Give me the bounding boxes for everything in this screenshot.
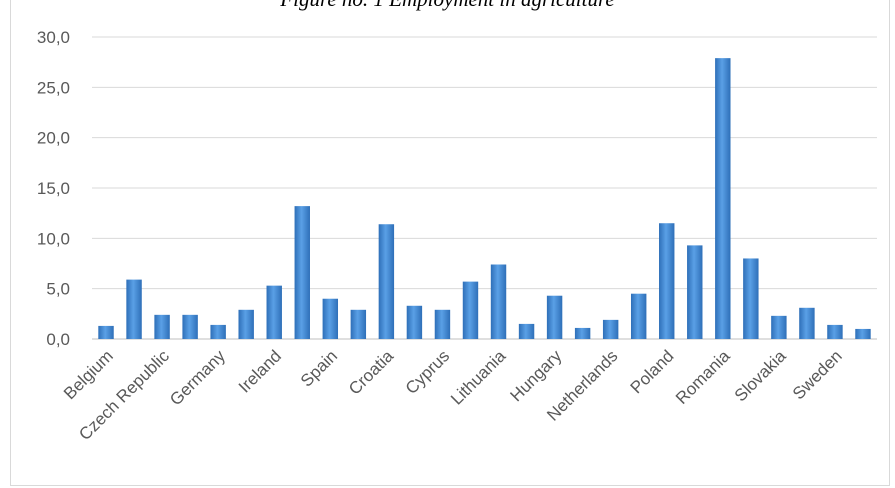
bar	[322, 298, 339, 339]
x-category-label: Germany	[166, 346, 229, 409]
x-category-label: Slovakia	[731, 346, 790, 405]
bar	[855, 328, 871, 339]
bar	[743, 258, 759, 339]
bar	[630, 293, 647, 339]
y-tick-label: 20,0	[37, 129, 70, 148]
bar	[266, 285, 282, 339]
y-tick-label: 25,0	[37, 78, 70, 97]
x-category-label: Lithuania	[447, 346, 510, 409]
y-tick-label: 0,0	[46, 330, 70, 349]
x-category-label: Romania	[672, 346, 734, 408]
bar	[574, 327, 591, 339]
x-category-label: Poland	[627, 346, 678, 397]
gridlines	[92, 36, 877, 340]
bar	[350, 309, 367, 339]
x-category-label: Spain	[297, 346, 341, 390]
y-axis-ticks: 0,0 5,0 10,0 15,0 20,0 25,0 30,0	[37, 28, 70, 349]
x-category-label: Belgium	[60, 346, 117, 403]
x-category-label: Cyprus	[402, 346, 454, 398]
bar	[126, 279, 142, 339]
bar	[602, 319, 619, 339]
bar	[406, 305, 423, 339]
x-category-label: Croatia	[345, 346, 398, 399]
x-category-label: Sweden	[789, 346, 846, 403]
bar	[98, 325, 114, 339]
bar	[518, 323, 535, 339]
bar	[715, 58, 731, 339]
y-tick-label: 30,0	[37, 28, 70, 47]
y-tick-label: 10,0	[37, 229, 70, 248]
bars	[98, 58, 871, 339]
bar	[827, 324, 843, 339]
bar	[687, 245, 703, 339]
y-tick-label: 5,0	[46, 280, 70, 299]
bar	[546, 295, 563, 339]
chart-frame	[10, 0, 890, 486]
bar	[434, 309, 451, 339]
bar	[378, 224, 395, 339]
bar	[771, 315, 787, 339]
bar	[238, 309, 254, 339]
bar	[210, 324, 226, 339]
bar	[182, 314, 198, 339]
chart-title: Figure no. 1 Employment in agriculture	[0, 0, 895, 12]
bar	[462, 281, 479, 339]
x-category-label: Ireland	[235, 346, 285, 396]
y-tick-label: 15,0	[37, 179, 70, 198]
bar	[659, 223, 675, 339]
bar	[294, 206, 310, 339]
bar	[154, 314, 170, 339]
bar	[799, 307, 815, 339]
bar	[490, 264, 507, 339]
